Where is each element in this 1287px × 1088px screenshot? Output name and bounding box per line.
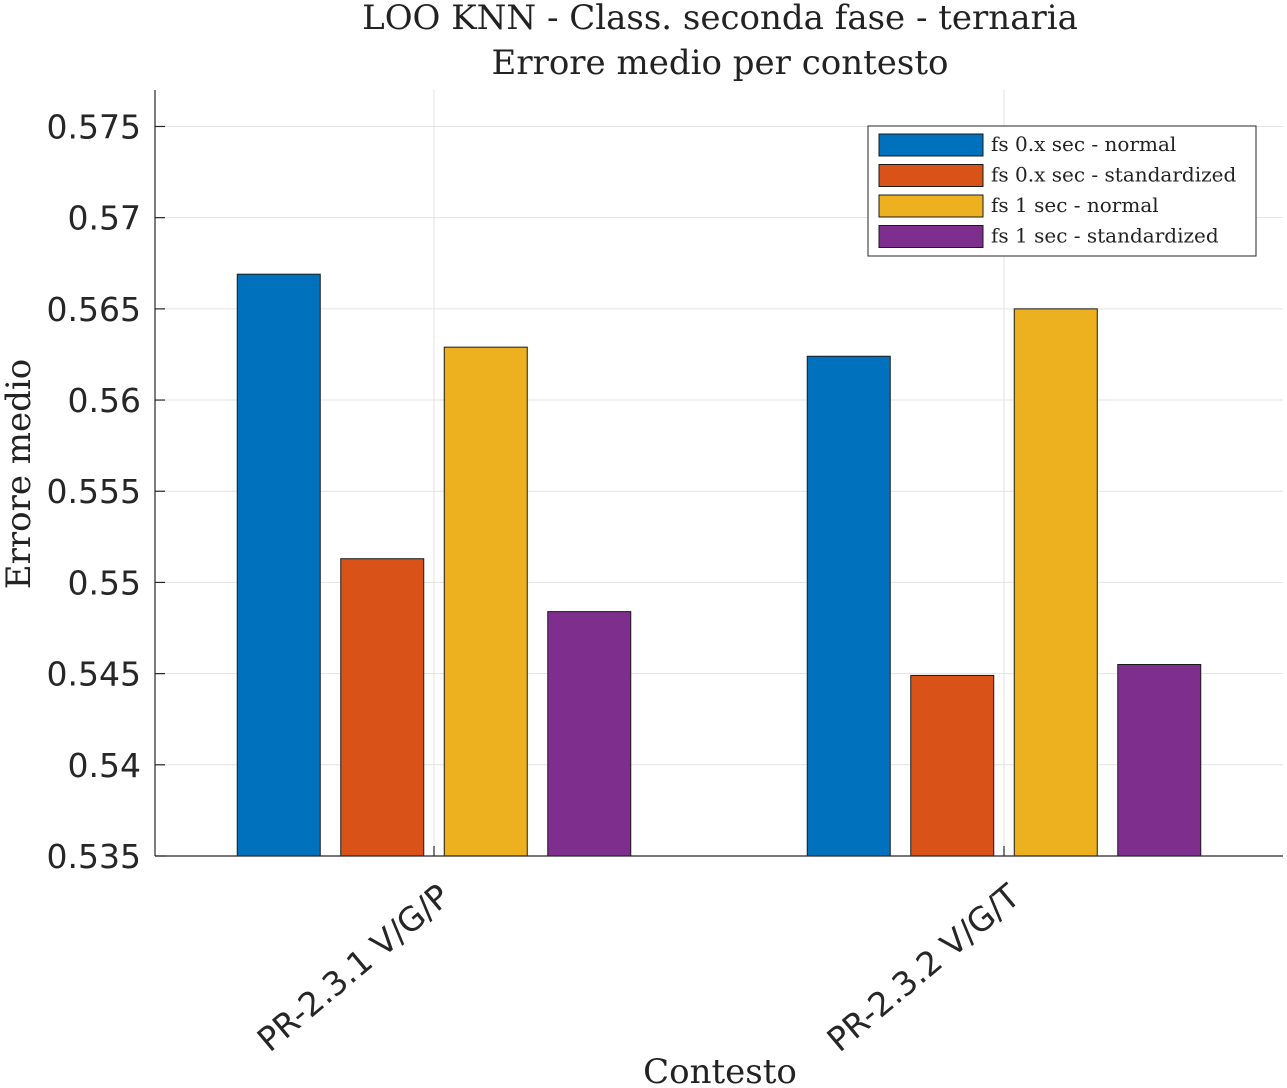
legend-swatch	[878, 164, 984, 187]
bar-1-series-2	[340, 558, 425, 857]
bar-2-series-1	[806, 355, 891, 857]
legend-swatch	[878, 194, 984, 218]
x-tick-label: PR-2.3.2 V/G/T	[819, 876, 1027, 1060]
bar-2-series-3	[1013, 308, 1098, 857]
y-tick-label: 0.565	[47, 290, 141, 329]
legend-swatch	[878, 133, 984, 157]
y-axis-label: Errore medio	[0, 359, 39, 589]
legend-swatch	[878, 225, 984, 248]
x-tick-label: PR-2.3.1 V/G/P	[250, 876, 457, 1059]
chart-title-line-1: LOO KNN - Class. seconda fase - ternaria	[362, 0, 1078, 38]
y-tick-label: 0.575	[47, 107, 141, 146]
y-tick-label: 0.54	[68, 746, 141, 785]
bars	[236, 273, 1202, 857]
legend-entry-label: fs 1 sec - normal	[991, 193, 1159, 217]
legend-entry-label: fs 0.x sec - standardized	[991, 163, 1236, 187]
legend: fs 0.x sec - normal fs 0.x sec - standard…	[867, 125, 1257, 257]
y-tick-label: 0.57	[68, 199, 141, 238]
y-tick-label: 0.555	[47, 472, 141, 511]
x-axis-label: Contesto	[643, 1052, 797, 1088]
y-tick-label: 0.56	[68, 381, 141, 420]
chart-title-line-2: Errore medio per contesto	[492, 43, 949, 83]
bar-1-series-3	[443, 346, 528, 857]
y-tick-label: 0.545	[47, 655, 141, 694]
bar-1-series-1	[236, 273, 321, 857]
bar-1-series-4	[547, 611, 632, 857]
y-tick-label: 0.55	[68, 563, 141, 602]
axes	[154, 90, 1283, 857]
bar-2-series-2	[910, 674, 995, 857]
bar-2-series-4	[1117, 664, 1202, 857]
legend-entry-label: fs 0.x sec - normal	[991, 132, 1176, 156]
y-tick-label: 0.535	[47, 837, 141, 876]
legend-entry-label: fs 1 sec - standardized	[991, 224, 1219, 248]
